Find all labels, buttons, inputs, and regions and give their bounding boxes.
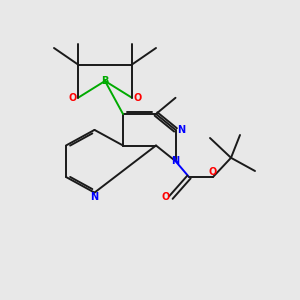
Text: B: B (101, 76, 109, 86)
Text: O: O (161, 192, 170, 203)
Text: O: O (209, 167, 217, 177)
Text: N: N (171, 156, 180, 166)
Text: O: O (68, 93, 77, 103)
Text: O: O (133, 93, 142, 103)
Text: N: N (177, 125, 185, 135)
Text: N: N (90, 192, 98, 202)
